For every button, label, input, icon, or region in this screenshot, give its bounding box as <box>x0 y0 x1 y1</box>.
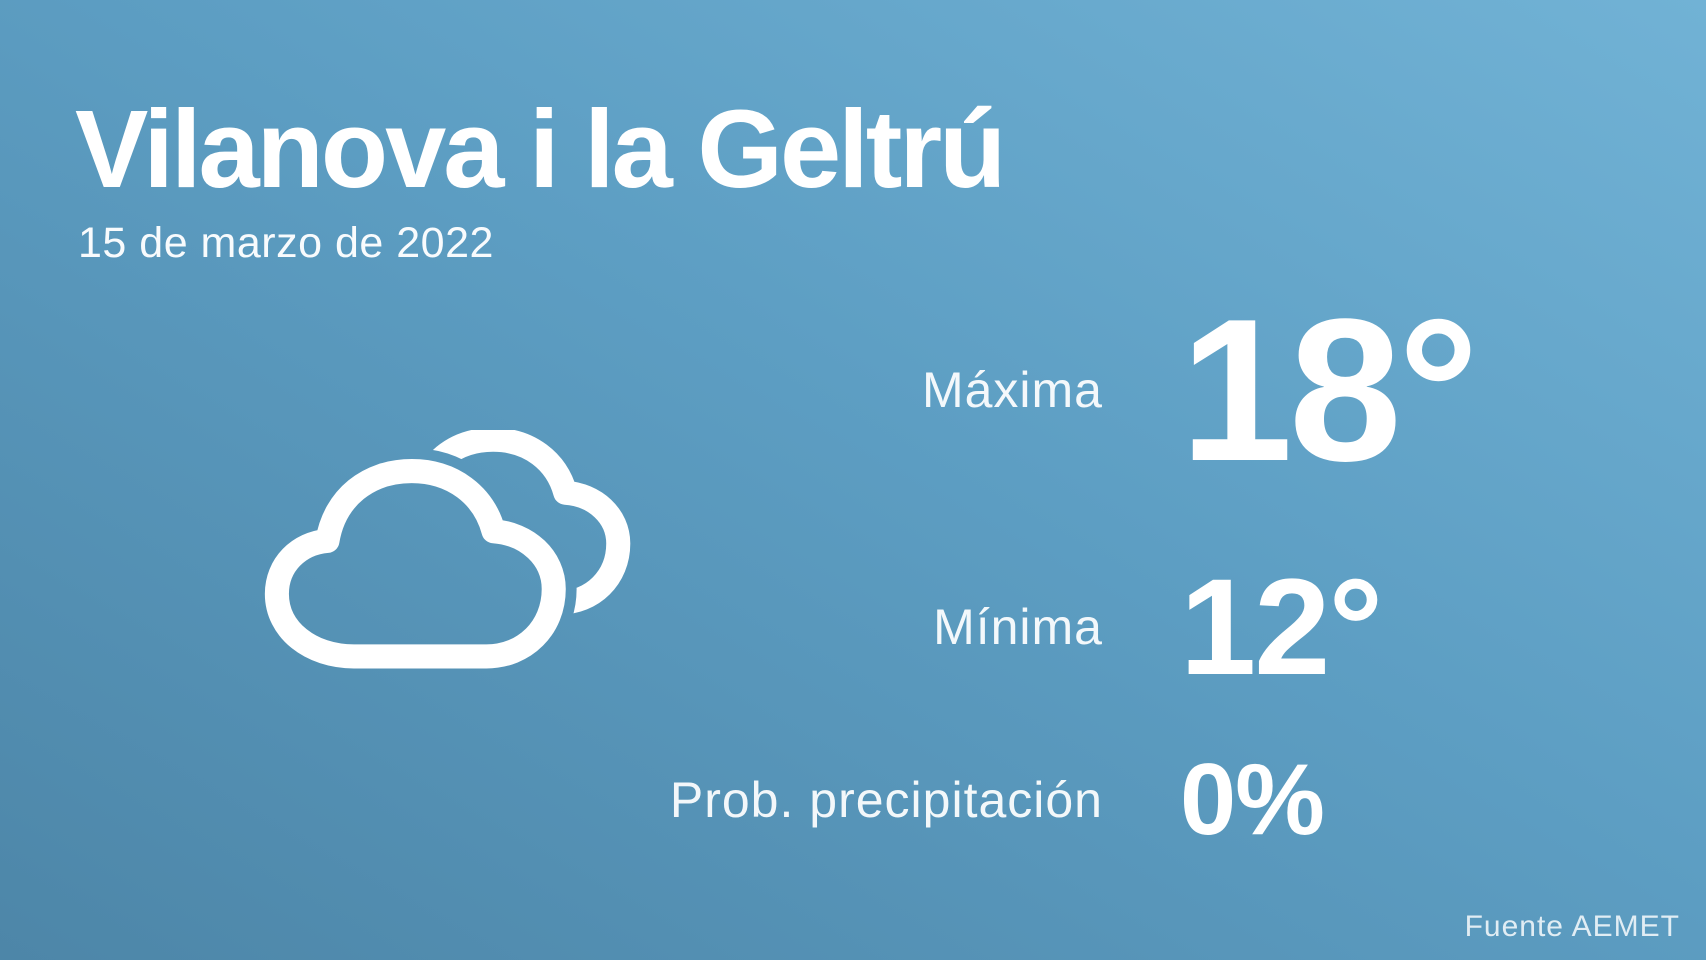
min-temp-value: 12° <box>1180 550 1383 704</box>
row-precipitation: Prob. precipitación 0% <box>0 742 1706 858</box>
page-title: Vilanova i la Geltrú <box>75 88 1006 211</box>
precipitation-label: Prob. precipitación <box>669 772 1103 828</box>
cloudy-icon <box>248 430 638 671</box>
row-min-temp: Mínima 12° <box>0 552 1706 702</box>
header: Vilanova i la Geltrú 15 de marzo de 2022 <box>75 88 1006 268</box>
source-credit: Fuente AEMET <box>1464 910 1680 943</box>
date-subtitle: 15 de marzo de 2022 <box>78 219 494 267</box>
row-max-temp: Máxima 18° <box>0 285 1706 495</box>
precipitation-value: 0% <box>1180 743 1325 856</box>
max-temp-value: 18° <box>1180 276 1479 504</box>
max-temp-label: Máxima <box>921 362 1103 418</box>
min-temp-label: Mínima <box>933 599 1103 655</box>
